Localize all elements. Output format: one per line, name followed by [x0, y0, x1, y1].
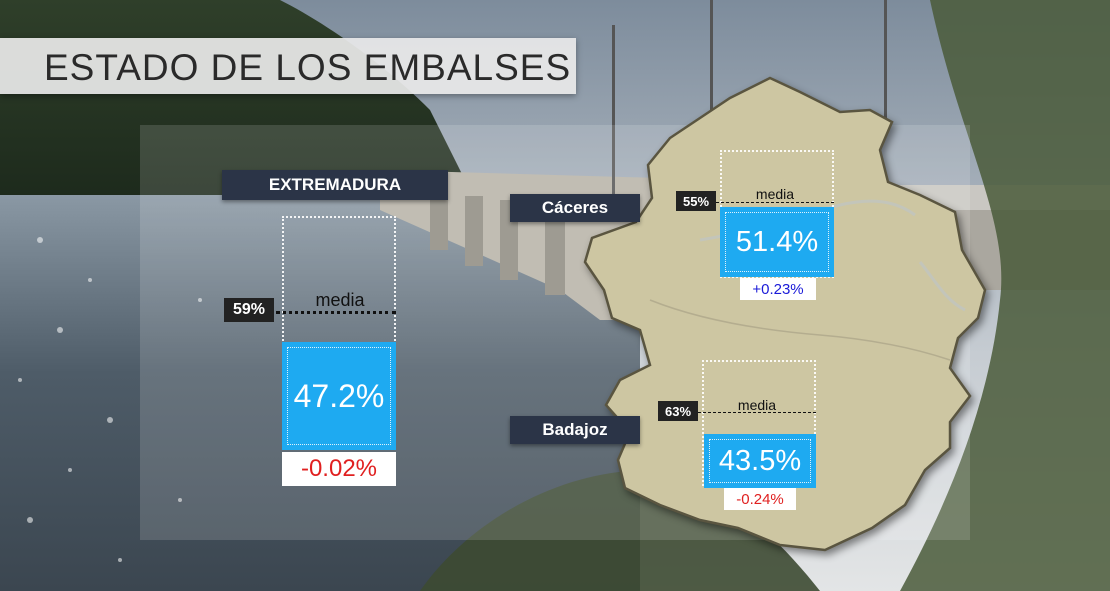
region-label: EXTREMADURA [268, 175, 402, 194]
change-box-badajoz: -0.24% [724, 488, 796, 510]
region-tag-badajoz: Badajoz [510, 416, 640, 444]
reservoir-level-value: 43.5% [718, 444, 802, 477]
media-label: media [315, 290, 365, 310]
change-box-extremadura: -0.02% [282, 452, 396, 486]
region-label: Cáceres [541, 198, 609, 217]
value-box-caceres: 51.4% [720, 207, 834, 277]
media-percent-tag: 59% [224, 298, 274, 322]
media-line [716, 202, 834, 203]
change-box-caceres: +0.23% [740, 278, 816, 300]
weekly-change-value: +0.23% [752, 280, 804, 298]
region-tag-extremadura: EXTREMADURA [222, 170, 448, 200]
weekly-change-value: -0.24% [736, 490, 784, 508]
title-banner: ESTADO DE LOS EMBALSES [0, 38, 576, 94]
region-tag-caceres: Cáceres [510, 194, 640, 222]
media-percent-value: 59% [232, 301, 266, 318]
weekly-change-value: -0.02% [300, 455, 378, 482]
region-label: Badajoz [542, 420, 608, 439]
page-title: ESTADO DE LOS EMBALSES [44, 47, 572, 88]
reservoir-level-value: 47.2% [293, 377, 385, 414]
value-box-badajoz: 43.5% [704, 434, 816, 488]
media-percent-value: 63% [664, 403, 692, 419]
media-label: media [737, 397, 777, 413]
value-box-inner-border [287, 347, 391, 445]
media-percent-value: 55% [682, 193, 710, 209]
value-box-inner-border [709, 439, 811, 483]
reservoir-level-value: 51.4% [735, 225, 819, 258]
media-percent-tag: 55% [676, 191, 716, 211]
media-percent-tag: 63% [658, 401, 698, 421]
media-label: media [755, 186, 795, 202]
value-box-inner-border [725, 212, 829, 272]
value-box-extremadura: 47.2% [282, 342, 396, 450]
media-line [276, 311, 396, 314]
media-line [698, 412, 816, 413]
